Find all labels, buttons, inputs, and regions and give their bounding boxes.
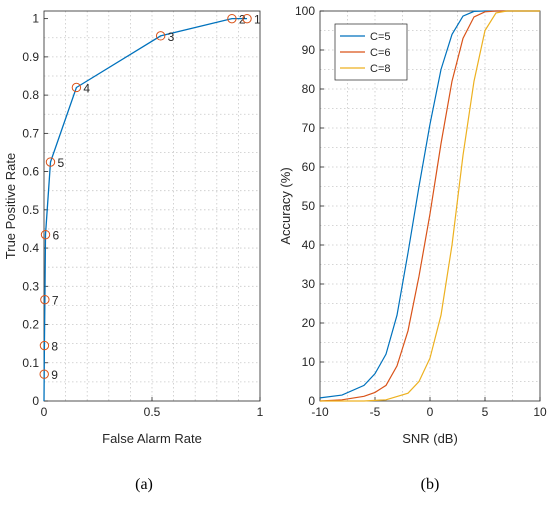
roc-point-marker	[227, 13, 237, 24]
roc-y-tick-label: 0.3	[22, 279, 39, 293]
accuracy-y-tick-label: 20	[302, 316, 316, 330]
legend-label: C=5	[370, 31, 391, 43]
accuracy-y-tick-label: 70	[302, 121, 316, 135]
accuracy-y-tick-label: 10	[302, 355, 316, 369]
roc-point-marker	[45, 157, 56, 167]
roc-y-tick-label: 0	[32, 394, 39, 408]
accuracy-y-tick-label: 30	[302, 277, 316, 291]
roc-x-axis-label: False Alarm Rate	[102, 431, 202, 446]
accuracy-y-tick-label: 40	[302, 238, 316, 252]
roc-y-tick-label: 0.1	[22, 356, 39, 370]
roc-point-label: 4	[83, 81, 90, 95]
roc-y-tick-label: 0.9	[22, 50, 39, 64]
accuracy-y-tick-label: 80	[302, 82, 316, 96]
roc-point-label: 1	[254, 13, 261, 27]
roc-point-label: 5	[57, 156, 64, 170]
roc-point-marker	[71, 82, 82, 93]
roc-y-tick-label: 0.7	[22, 126, 39, 140]
roc-point-marker	[242, 13, 252, 24]
legend-label: C=6	[370, 47, 391, 59]
roc-plot-frame	[43, 10, 261, 402]
accuracy-x-tick-label: 10	[533, 405, 547, 419]
accuracy-x-tick-label: -5	[370, 405, 381, 419]
roc-point-marker	[40, 294, 50, 305]
roc-y-tick-label: 0.2	[22, 318, 39, 332]
roc-grid	[44, 11, 260, 401]
roc-point-label: 7	[52, 294, 59, 308]
roc-curve	[43, 17, 247, 402]
accuracy-x-tick-label: 0	[427, 405, 434, 419]
roc-y-tick-label: 0.8	[22, 88, 39, 102]
roc-point-marker	[40, 229, 51, 240]
accuracy-x-tick-label: -10	[311, 405, 329, 419]
accuracy-line-C=8	[320, 10, 540, 402]
accuracy-series-lines	[319, 10, 540, 402]
roc-point-label: 6	[53, 229, 60, 243]
roc-ticks: 0 0.5 1 0 0.1 0.2 0.3 0.4 0.5 0.6 0.7 0.8 0.9 1	[22, 12, 263, 419]
roc-y-tick-label: 1	[32, 12, 39, 26]
roc-y-tick-label: 0.5	[22, 203, 39, 217]
accuracy-y-axis-label: Accuracy (%)	[278, 167, 293, 244]
panel-b-caption: (b)	[421, 476, 440, 493]
accuracy-y-tick-label: 60	[302, 160, 316, 174]
roc-y-tick-label: 0.6	[22, 165, 39, 179]
accuracy-y-tick-label: 50	[302, 199, 316, 213]
accuracy-legend: C=5 C=6 C=8	[334, 23, 408, 81]
accuracy-y-tick-label: 90	[302, 43, 316, 57]
roc-point-marker	[39, 369, 49, 379]
roc-markers: 9 8 7 6 5 4 3 2 1	[39, 13, 261, 382]
roc-x-tick-label: 1	[257, 405, 264, 419]
roc-point-label: 8	[51, 340, 58, 354]
roc-x-tick-label: 0	[41, 405, 48, 419]
accuracy-y-tick-label: 100	[295, 4, 315, 18]
roc-point-label: 3	[168, 30, 175, 44]
accuracy-y-tick-label: 0	[308, 394, 315, 408]
accuracy-x-tick-label: 5	[482, 405, 489, 419]
accuracy-line-C=6	[319, 10, 540, 402]
roc-point-marker	[39, 340, 50, 351]
accuracy-x-axis-label: SNR (dB)	[402, 431, 458, 446]
roc-x-tick-label: 0.5	[144, 405, 161, 419]
roc-y-axis-label: True Positive Rate	[3, 153, 18, 259]
roc-y-tick-label: 0.4	[22, 241, 39, 255]
panel-a-caption: (a)	[135, 476, 153, 493]
roc-point-marker	[155, 31, 166, 41]
accuracy-line-C=5	[319, 10, 540, 399]
roc-point-label: 2	[239, 13, 246, 27]
roc-panel: 0 0.5 1 0 0.1 0.2 0.3 0.4 0.5 0.6 0.7 0.8 0.9 1 9 8 7 6 5…	[3, 10, 264, 493]
legend-label: C=8	[370, 63, 391, 75]
roc-point-label: 9	[51, 368, 58, 382]
